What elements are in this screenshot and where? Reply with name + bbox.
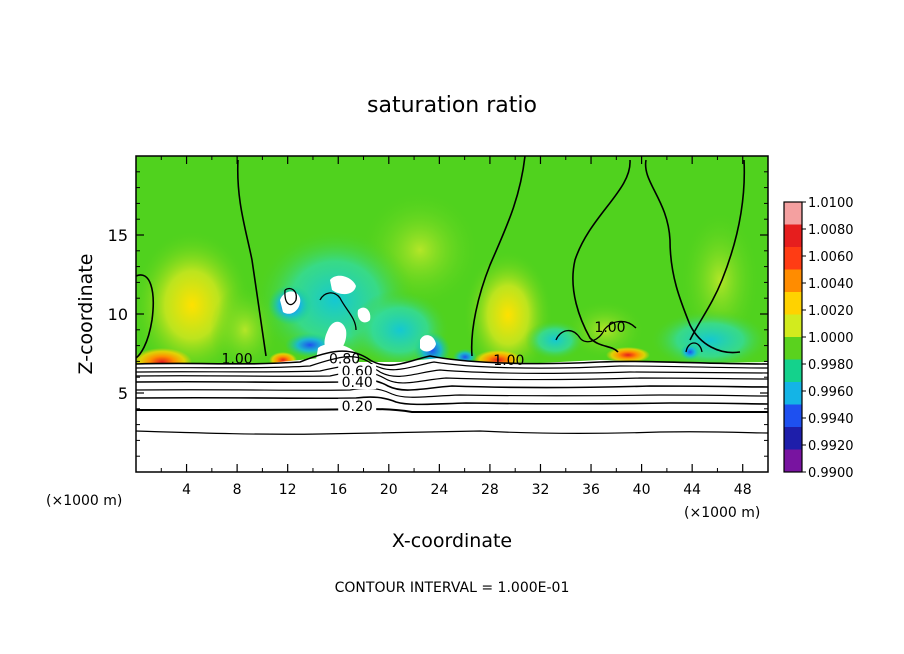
x-tick-label: 48 <box>734 482 752 498</box>
contour-1.00-h <box>319 292 357 331</box>
colorbar-segment <box>784 247 802 270</box>
contour-0.90 <box>136 350 768 366</box>
colorbar-segment <box>784 404 802 428</box>
contour-label: 0.80 <box>329 351 360 367</box>
contour-1.00-a <box>136 274 155 359</box>
y-tick-label: 10 <box>108 305 128 324</box>
x-tick-label: 16 <box>329 482 347 498</box>
colorbar-label: 1.0040 <box>808 277 854 292</box>
contour-lines <box>136 156 768 435</box>
contour-label: 0.20 <box>342 399 373 415</box>
contour-0.80 <box>136 364 768 377</box>
colorbar-segment <box>784 224 802 248</box>
colorbar-segment <box>784 269 802 293</box>
contour-0.20 <box>136 430 768 435</box>
x-unit-left: (×1000 m) <box>46 493 122 509</box>
x-tick-label: 12 <box>279 482 297 498</box>
contour-labels: 1.00 1.001.000.800.600.400.20 <box>222 320 626 415</box>
field-cyan-3 <box>650 310 768 370</box>
colorbar-label: 1.0080 <box>808 223 854 238</box>
contour-1.00-d <box>572 159 631 353</box>
colorbar-label: 0.9920 <box>808 439 854 454</box>
x-tick-label: 44 <box>683 482 701 498</box>
y-tick-label: 5 <box>118 384 128 403</box>
x-tick-label: 40 <box>633 482 651 498</box>
colorbar-segment <box>784 382 802 405</box>
contour-label-bg <box>338 364 377 379</box>
colorbar: 1.0100 1.0080 1.0060 1.0040 1.0020 1.0000 0.99… <box>783 196 854 481</box>
colorbar-segment <box>784 359 802 383</box>
contour-label-bg <box>338 398 377 413</box>
contour-0.60 <box>136 378 768 391</box>
field-warm-cell-6 <box>565 300 645 360</box>
contour-0.50 <box>136 387 768 398</box>
contour-1.00-b <box>236 159 267 357</box>
contour-1.00-i <box>284 287 297 306</box>
x-tick-label: 28 <box>481 482 499 498</box>
contour-1.00-e <box>644 159 741 354</box>
colorbar-segment <box>784 292 802 315</box>
contour-0.40 <box>136 396 768 406</box>
x-axis: 4 8 12 16 20 24 28 32 36 40 44 48 <box>160 156 752 498</box>
contour-label: 0.40 <box>342 375 373 391</box>
field-cyan-4 <box>525 320 585 360</box>
x-unit-right: (×1000 m) <box>684 505 760 521</box>
colorbar-label: 0.9980 <box>808 358 854 373</box>
colorbar-segment <box>784 314 802 338</box>
x-tick-label: 24 <box>430 482 448 498</box>
saturation-field <box>136 156 768 472</box>
contour-0.85 <box>136 356 768 371</box>
y-axis: 5 10 15 <box>108 171 768 457</box>
x-tick-label: 36 <box>582 482 600 498</box>
y-tick-label: 15 <box>108 226 128 245</box>
contour-label: 1.00 <box>594 320 625 336</box>
contour-label: 1.00 <box>493 353 524 369</box>
contour-interval-note: CONTOUR INTERVAL = 1.000E-01 <box>335 580 570 596</box>
field-lower <box>136 358 768 472</box>
contour-label-bg <box>338 375 377 390</box>
contour-label: 1.00 <box>222 351 253 367</box>
x-tick-label: 4 <box>182 482 191 498</box>
chart-title: saturation ratio <box>367 93 537 118</box>
colorbar-segment <box>784 427 802 450</box>
colorbar-label: 0.9940 <box>808 412 854 427</box>
cloud-pocket-6 <box>357 307 371 323</box>
x-tick-label: 8 <box>233 482 242 498</box>
y-axis-label: Z-coordinate <box>75 254 97 375</box>
contour-1.00-g <box>555 320 637 343</box>
cloud-pocket-2 <box>330 275 356 295</box>
colorbar-label: 1.0000 <box>808 331 854 346</box>
cloud-pocket-4 <box>420 335 436 352</box>
x-tick-label: 20 <box>380 482 398 498</box>
x-axis-label: X-coordinate <box>392 530 512 552</box>
contour-0.70 <box>136 371 768 384</box>
colorbar-label: 0.9900 <box>808 466 854 481</box>
x-tick-label: 32 <box>532 482 550 498</box>
contour-1.00-c <box>470 156 526 357</box>
colorbar-segment <box>784 202 802 225</box>
colorbar-label: 1.0060 <box>808 250 854 265</box>
colorbar-segment <box>784 337 802 360</box>
colorbar-label: 1.0100 <box>808 196 854 211</box>
contour-1.00-f <box>689 159 746 341</box>
contour-1.00-j <box>685 342 703 353</box>
colorbar-label: 0.9960 <box>808 385 854 400</box>
colorbar-label: 1.0020 <box>808 304 854 319</box>
field-blue-5 <box>680 344 700 360</box>
contour-0.30 <box>136 407 768 414</box>
colorbar-segment <box>784 449 802 473</box>
